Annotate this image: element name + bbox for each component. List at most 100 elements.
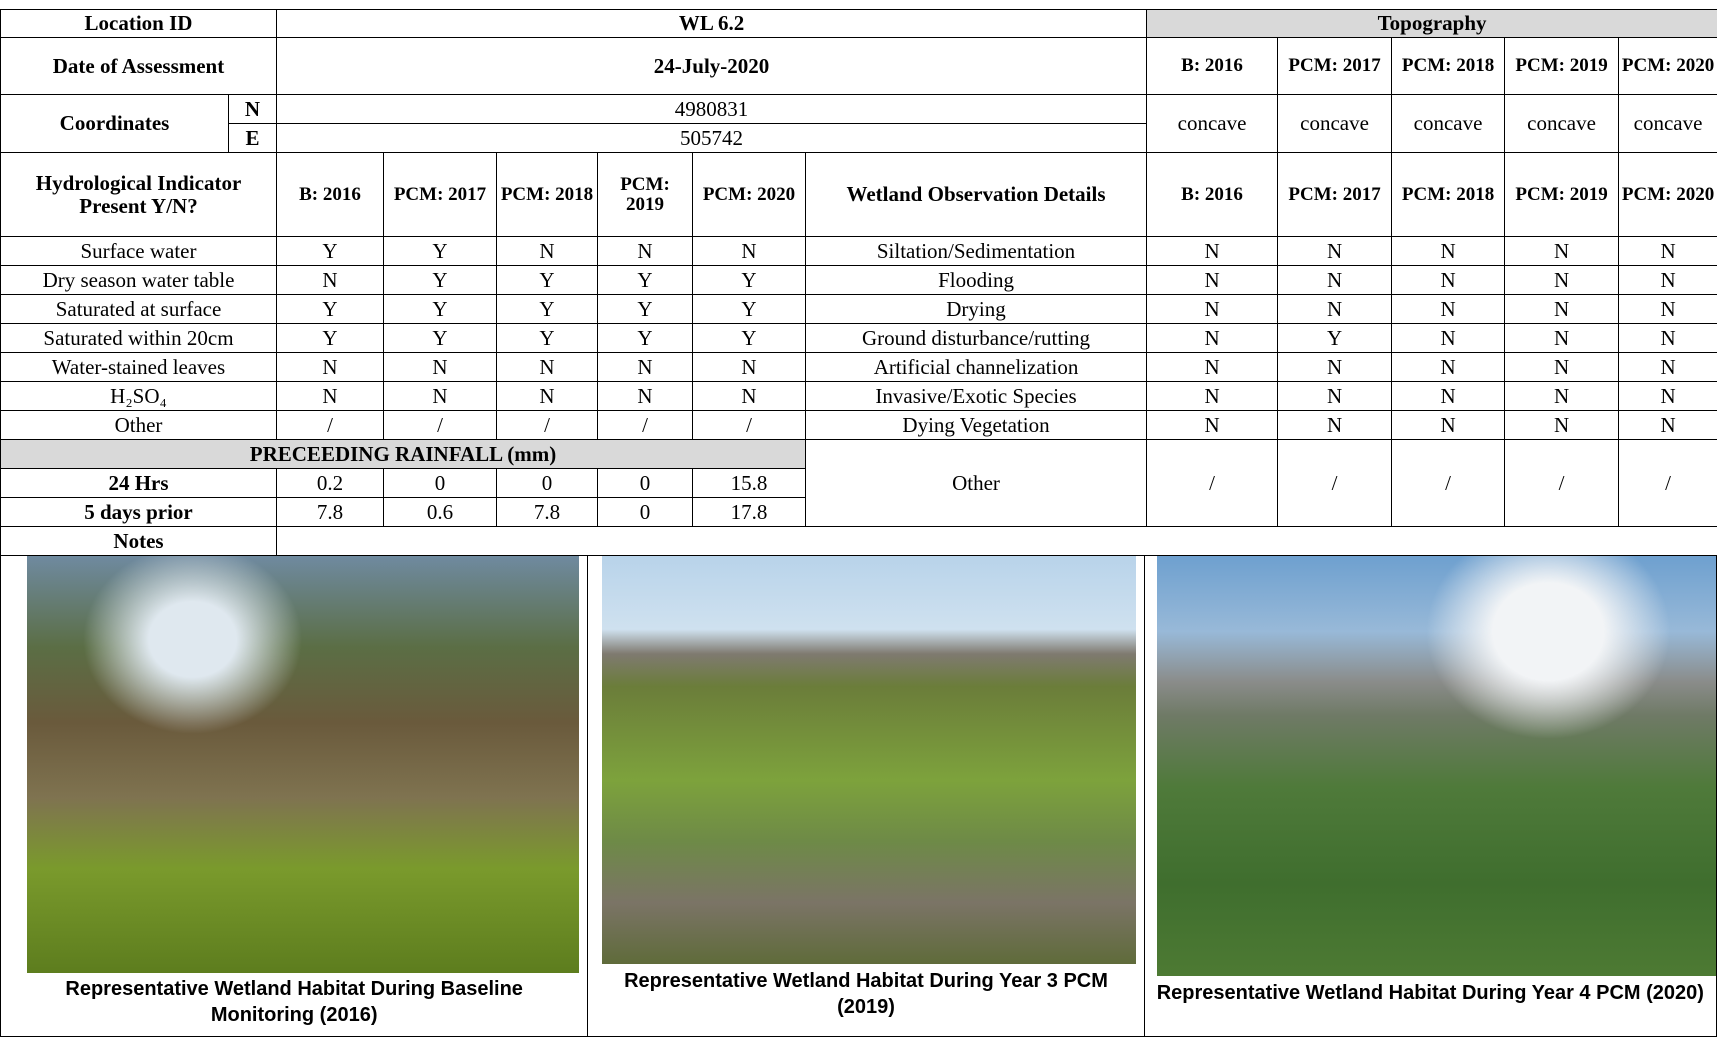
observation-label: Invasive/Exotic Species <box>804 381 1148 411</box>
observation-value: N <box>1391 323 1506 353</box>
rainfall-value: 7.8 <box>496 497 598 527</box>
indicator-value: Y <box>496 265 598 295</box>
observation-value: / <box>1391 439 1506 527</box>
indicator-value: Y <box>597 265 693 295</box>
observation-value: N <box>1504 352 1620 382</box>
rainfall-value: 0 <box>383 468 497 498</box>
observation-value: / <box>1618 439 1717 527</box>
indicator-value: / <box>692 410 806 440</box>
indicator-value: Y <box>692 323 806 353</box>
indicator-value: N <box>597 381 693 411</box>
photo <box>27 556 580 973</box>
indicator-value: N <box>276 352 384 382</box>
year-header: B: 2016 <box>1146 152 1279 237</box>
coord-value: 4980831 <box>275 94 1148 124</box>
indicator-value: N <box>597 352 693 382</box>
coord-label: E <box>228 123 277 153</box>
indicator-value: N <box>692 352 806 382</box>
indicator-value: N <box>276 381 384 411</box>
indicator-value: Y <box>496 323 598 353</box>
date: 24-July-2020 <box>275 37 1148 95</box>
observation-value: N <box>1618 381 1717 411</box>
rainfall-label: 24 Hrs <box>0 468 277 498</box>
year-header: PCM: 2019 <box>1504 152 1620 237</box>
indicator-value: N <box>692 381 806 411</box>
indicator-value: Y <box>383 265 497 295</box>
year-header: PCM: 2017 <box>1277 37 1393 95</box>
indicator-value: Y <box>276 323 384 353</box>
indicator-value: N <box>383 381 497 411</box>
observation-value: N <box>1277 294 1393 324</box>
observation-label: Flooding <box>804 265 1148 295</box>
indicator-label: H₂SO₄ <box>0 381 277 411</box>
indicator-label: Saturated at surface <box>0 294 277 324</box>
data-table: Location ID WL 6.2 Topography Date of Asses… <box>0 9 1717 556</box>
indicator-value: / <box>496 410 598 440</box>
table-row: Other / / / / / Dying Vegetation N N N N N <box>0 410 1717 440</box>
topography-value: concave <box>1277 94 1393 153</box>
observation-value: N <box>1146 236 1279 266</box>
indicator-value: Y <box>383 323 497 353</box>
observation-value: N <box>1504 381 1620 411</box>
indicator-value: N <box>692 236 806 266</box>
indicator-value: Y <box>276 236 384 266</box>
rainfall-value: 15.8 <box>692 468 806 498</box>
table-row: Coordinates N 4980831 concave concave concave… <box>0 94 1717 153</box>
rainfall-value: 0 <box>496 468 598 498</box>
observation-value: N <box>1504 236 1620 266</box>
observation-value: N <box>1504 410 1620 440</box>
section-header: Hydrological Indicator Present Y/N? <box>0 152 277 237</box>
rainfall-value: 0.6 <box>383 497 497 527</box>
year-header: B: 2016 <box>276 152 384 237</box>
observation-value: N <box>1618 294 1717 324</box>
indicator-value: Y <box>597 294 693 324</box>
section-header: PRECEEDING RAINFALL (mm) <box>0 439 806 469</box>
year-header: PCM: 2018 <box>1391 152 1506 237</box>
table-row: Location ID WL 6.2 Topography <box>0 9 1717 38</box>
photo-figure: Representative Wetland Habitat During Ye… <box>588 556 1145 1036</box>
observation-value: / <box>1146 439 1279 527</box>
photo <box>602 556 1136 964</box>
topography-value: concave <box>1618 94 1717 153</box>
indicator-value: / <box>597 410 693 440</box>
year-header: PCM: 2018 <box>496 152 598 237</box>
observation-value: N <box>1391 236 1506 266</box>
indicator-value: N <box>597 236 693 266</box>
coord-label: N <box>228 94 277 124</box>
observation-value: N <box>1277 410 1393 440</box>
observation-label: Other <box>804 439 1148 527</box>
photo-figure: Representative Wetland Habitat During Ye… <box>1145 556 1716 1036</box>
rainfall-value: 0 <box>597 497 693 527</box>
indicator-label: Other <box>0 410 277 440</box>
indicator-value: Y <box>276 294 384 324</box>
table-row: Surface water Y Y N N N Siltation/Sedimentatio… <box>0 236 1717 266</box>
indicator-label: Dry season water table <box>0 265 277 295</box>
observation-label: Artificial channelization <box>804 352 1148 382</box>
observation-value: N <box>1146 352 1279 382</box>
row-header: Location ID <box>0 9 277 38</box>
table-body: Location ID WL 6.2 Topography Date of Asses… <box>0 9 1717 556</box>
table-row: Notes <box>0 526 1717 556</box>
observation-label: Dying Vegetation <box>804 410 1148 440</box>
observation-value: Y <box>1277 323 1393 353</box>
observation-value: N <box>1618 323 1717 353</box>
rainfall-label: 5 days prior <box>0 497 277 527</box>
observation-label: Drying <box>804 294 1148 324</box>
indicator-value: N <box>496 352 598 382</box>
table-row: E 505742 <box>1 123 1717 153</box>
table-row: PRECEEDING RAINFALL (mm) Other / / / / / <box>0 439 1717 527</box>
table-row: Hydrological Indicator Present Y/N? B: 20… <box>0 152 1717 237</box>
indicator-value: Y <box>692 265 806 295</box>
observation-value: N <box>1504 265 1620 295</box>
year-header: PCM: 2019 <box>1504 37 1620 95</box>
indicator-value: N <box>496 236 598 266</box>
table-row: Date of Assessment 24-July-2020 B: 2016 PCM… <box>0 37 1717 95</box>
photo-caption: Representative Wetland Habitat During Ba… <box>65 978 523 1026</box>
topography-value: concave <box>1504 94 1620 153</box>
indicator-value: / <box>383 410 497 440</box>
observation-label: Ground disturbance/rutting <box>804 323 1148 353</box>
year-header: PCM: 2020 <box>692 152 806 237</box>
year-header: PCM: 2020 <box>1618 37 1717 95</box>
photo <box>1156 556 1716 976</box>
